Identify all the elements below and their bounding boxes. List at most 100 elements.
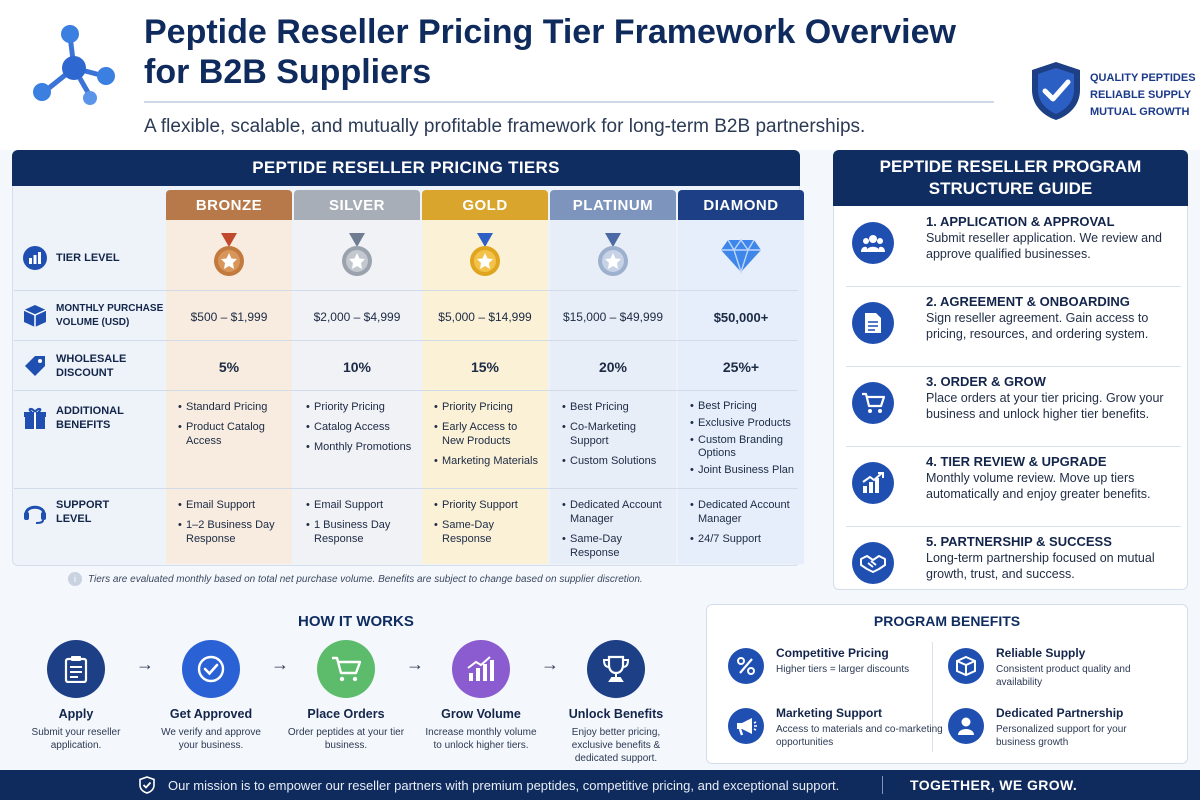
- how-step-description: Increase monthly volume to unlock higher…: [425, 727, 537, 751]
- arrow-right-icon: →: [271, 654, 289, 674]
- row-divider: [14, 390, 798, 391]
- footer-slogan: TOGETHER, WE GROW.: [910, 777, 1078, 793]
- platinum-medal-icon: [550, 228, 676, 284]
- program-structure-title: PEPTIDE RESELLER PROGRAM STRUCTURE GUIDE: [833, 150, 1188, 206]
- volume-value: $2,000 – $4,999: [313, 310, 401, 324]
- growth-chart-icon: [852, 462, 894, 504]
- bronze-medal-icon: [166, 228, 292, 284]
- diamond-icon: [678, 228, 804, 284]
- handshake-icon: [852, 542, 894, 584]
- users-icon: [852, 222, 894, 264]
- benefits-list: Priority PricingEarly Access to New Prod…: [422, 392, 548, 488]
- benefit-item: Marketing Support Access to materials an…: [728, 706, 948, 756]
- step-description: Submit reseller application. We review a…: [926, 231, 1162, 261]
- benefit-description: Consistent product quality and availabil…: [996, 664, 1131, 688]
- person-icon: [948, 708, 984, 744]
- step-title: 5. PARTNERSHIP & SUCCESS: [926, 534, 1112, 549]
- benefits-list: Standard PricingProduct Catalog Access: [166, 392, 292, 488]
- row-divider: [14, 340, 798, 341]
- how-step-title: Get Approved: [169, 707, 253, 721]
- tier-column-silver: SILVER $2,000 – $4,999 10% Priority Pric…: [294, 190, 420, 564]
- support-list: Email Support1–2 Business Day Response: [166, 490, 292, 564]
- how-step-description: Order peptides at your tier business.: [287, 727, 405, 751]
- benefits-list: Best PricingExclusive ProductsCustom Bra…: [678, 392, 804, 488]
- structure-step: 1. APPLICATION & APPROVAL Submit reselle…: [846, 208, 1181, 284]
- benefit-description: Higher tiers = larger discounts: [776, 664, 910, 675]
- row-label-benefits: ADDITIONAL BENEFITS: [22, 400, 164, 436]
- pricing-tiers-title: PEPTIDE RESELLER PRICING TIERS: [12, 150, 800, 186]
- step-divider: [846, 446, 1181, 447]
- step-description: Place orders at your tier pricing. Grow …: [926, 391, 1164, 421]
- tier-column-platinum: PLATINUM $15,000 – $49,999 20% Best Pric…: [550, 190, 676, 564]
- cart-icon: [852, 382, 894, 424]
- row-divider: [14, 488, 798, 489]
- row-label-discount: WHOLESALE DISCOUNT: [22, 348, 164, 384]
- row-label-support: SUPPORT LEVEL: [22, 494, 164, 530]
- step-title: 2. AGREEMENT & ONBOARDING: [926, 294, 1130, 309]
- program-structure-panel: [833, 150, 1188, 590]
- structure-step: 5. PARTNERSHIP & SUCCESS Long-term partn…: [846, 528, 1181, 604]
- trophy-icon: [587, 640, 645, 698]
- arrow-right-icon: →: [136, 654, 154, 674]
- benefit-description: Personalized support for your business g…: [996, 724, 1127, 748]
- growth-chart-icon: [452, 640, 510, 698]
- mission-statement: Our mission is to empower our reseller p…: [168, 778, 840, 793]
- check-circle-icon: [182, 640, 240, 698]
- support-list: Priority SupportSame-Day Response: [422, 490, 548, 564]
- step-title: 1. APPLICATION & APPROVAL: [926, 214, 1115, 229]
- how-step-title: Unlock Benefits: [568, 707, 664, 721]
- tier-header: SILVER: [294, 190, 420, 220]
- how-step-description: We verify and approve your business.: [161, 727, 261, 751]
- tier-header: DIAMOND: [678, 190, 804, 220]
- silver-medal-icon: [294, 228, 420, 284]
- structure-step: 2. AGREEMENT & ONBOARDING Sign reseller …: [846, 288, 1181, 364]
- row-divider: [14, 290, 798, 291]
- volume-value: $15,000 – $49,999: [562, 310, 664, 324]
- volume-value: $5,000 – $14,999: [438, 310, 532, 324]
- structure-step: 3. ORDER & GROW Place orders at your tie…: [846, 368, 1181, 444]
- tiers-footnote: Tiers are evaluated monthly based on tot…: [88, 574, 643, 585]
- tagline-list: QUALITY PEPTIDES RELIABLE SUPPLY MUTUAL …: [1090, 72, 1196, 118]
- box-icon: [948, 648, 984, 684]
- tier-column-bronze: BRONZE $500 – $1,999 5% Standard Pricing…: [166, 190, 292, 564]
- step-title: 4. TIER REVIEW & UPGRADE: [926, 454, 1107, 469]
- how-step-grow-volume: Grow Volume Increase monthly volume to u…: [421, 640, 541, 752]
- step-description: Sign reseller agreement. Gain access to …: [926, 311, 1149, 341]
- step-title: 3. ORDER & GROW: [926, 374, 1046, 389]
- step-description: Long-term partnership focused on mutual …: [926, 551, 1155, 581]
- how-step-place-orders: Place Orders Order peptides at your tier…: [286, 640, 406, 752]
- shield-check-icon: [1032, 62, 1080, 120]
- info-icon: i: [68, 572, 82, 586]
- tier-column-gold: GOLD $5,000 – $14,999 15% Priority Prici…: [422, 190, 548, 564]
- clipboard-icon: [47, 640, 105, 698]
- bar-chart-icon: [23, 246, 47, 270]
- how-it-works-title: HOW IT WORKS: [298, 613, 414, 630]
- tier-column-diamond: DIAMOND $50,000+ 25%+ Best PricingExclus…: [678, 190, 804, 564]
- headset-icon: [24, 505, 46, 524]
- benefits-list: Best PricingCo-Marketing SupportCustom S…: [550, 392, 676, 488]
- footer-divider: [882, 776, 883, 794]
- gold-medal-icon: [422, 228, 548, 284]
- tier-header: GOLD: [422, 190, 548, 220]
- arrow-right-icon: →: [541, 654, 559, 674]
- support-list: Email Support1 Business Day Response: [294, 490, 420, 564]
- title-divider: [144, 101, 994, 103]
- structure-step: 4. TIER REVIEW & UPGRADE Monthly volume …: [846, 448, 1181, 524]
- support-list: Dedicated Account Manager24/7 Support: [678, 490, 804, 564]
- how-step-apply: Apply Submit your reseller application.: [16, 640, 136, 752]
- megaphone-icon: [728, 708, 764, 744]
- header: Peptide Reseller Pricing Tier Framework …: [0, 0, 1200, 150]
- benefit-title: Marketing Support: [776, 706, 883, 720]
- row-label-tier-level: TIER LEVEL: [22, 240, 164, 276]
- step-divider: [846, 286, 1181, 287]
- step-divider: [846, 366, 1181, 367]
- tier-header: BRONZE: [166, 190, 292, 220]
- cart-icon: [317, 640, 375, 698]
- how-step-title: Grow Volume: [441, 707, 521, 721]
- discount-value: 5%: [218, 359, 240, 375]
- discount-value: 20%: [598, 359, 628, 375]
- document-icon: [852, 302, 894, 344]
- discount-value: 25%+: [722, 359, 760, 375]
- row-label-volume: MONTHLY PURCHASE VOLUME (USD): [22, 296, 164, 336]
- page-subtitle: A flexible, scalable, and mutually profi…: [144, 116, 866, 137]
